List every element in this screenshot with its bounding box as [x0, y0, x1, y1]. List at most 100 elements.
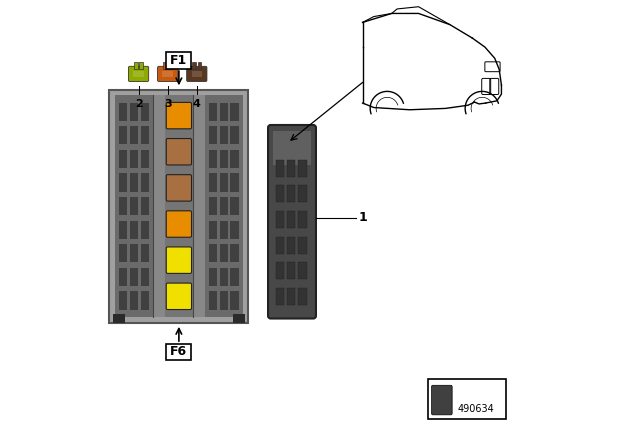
- Bar: [220, 268, 228, 286]
- Bar: [130, 244, 138, 263]
- Bar: [276, 211, 284, 228]
- FancyBboxPatch shape: [166, 103, 191, 129]
- Bar: [209, 291, 217, 310]
- Bar: [140, 62, 143, 69]
- Bar: [276, 262, 284, 279]
- Bar: [119, 268, 127, 286]
- Bar: [141, 291, 149, 310]
- Bar: [209, 220, 217, 239]
- Bar: [119, 126, 127, 144]
- Bar: [130, 197, 138, 215]
- FancyBboxPatch shape: [166, 247, 191, 273]
- FancyBboxPatch shape: [166, 283, 191, 310]
- Bar: [209, 126, 217, 144]
- Bar: [130, 150, 138, 168]
- Bar: [130, 103, 138, 121]
- Bar: [191, 71, 202, 77]
- Bar: [220, 244, 228, 263]
- Bar: [141, 268, 149, 286]
- Bar: [119, 244, 127, 263]
- Bar: [113, 314, 125, 323]
- Bar: [130, 173, 138, 192]
- Bar: [209, 150, 217, 168]
- Bar: [220, 150, 228, 168]
- Bar: [141, 103, 149, 121]
- Bar: [209, 197, 217, 215]
- Bar: [220, 197, 228, 215]
- Bar: [130, 126, 138, 144]
- Bar: [119, 103, 127, 121]
- Bar: [209, 103, 217, 121]
- Text: F1: F1: [170, 54, 188, 67]
- Bar: [115, 95, 153, 317]
- Bar: [298, 160, 307, 177]
- Bar: [298, 185, 307, 202]
- Bar: [230, 220, 239, 239]
- Text: 2: 2: [134, 99, 143, 108]
- Bar: [230, 173, 239, 192]
- Bar: [163, 71, 173, 77]
- Bar: [287, 262, 296, 279]
- Bar: [233, 314, 244, 323]
- FancyBboxPatch shape: [166, 52, 191, 69]
- FancyBboxPatch shape: [166, 175, 191, 201]
- Bar: [141, 126, 149, 144]
- Bar: [287, 288, 296, 305]
- Bar: [134, 62, 138, 69]
- Bar: [109, 90, 248, 323]
- Bar: [119, 197, 127, 215]
- Bar: [220, 103, 228, 121]
- Bar: [230, 268, 239, 286]
- Bar: [230, 291, 239, 310]
- Text: 3: 3: [164, 99, 172, 108]
- Bar: [287, 211, 296, 228]
- Bar: [287, 237, 296, 254]
- Bar: [276, 288, 284, 305]
- Bar: [220, 291, 228, 310]
- Bar: [276, 185, 284, 202]
- Bar: [230, 126, 239, 144]
- Bar: [287, 160, 296, 177]
- FancyBboxPatch shape: [166, 344, 191, 360]
- Text: 490634: 490634: [458, 404, 495, 414]
- FancyBboxPatch shape: [431, 385, 452, 415]
- Bar: [220, 126, 228, 144]
- Bar: [141, 244, 149, 263]
- Bar: [168, 62, 172, 69]
- Bar: [209, 268, 217, 286]
- Text: 1: 1: [358, 211, 367, 224]
- Bar: [119, 150, 127, 168]
- Bar: [130, 220, 138, 239]
- FancyBboxPatch shape: [268, 125, 316, 319]
- FancyBboxPatch shape: [166, 138, 191, 165]
- Bar: [298, 237, 307, 254]
- Bar: [119, 291, 127, 310]
- Bar: [164, 95, 193, 317]
- Bar: [273, 131, 312, 165]
- Bar: [115, 95, 243, 317]
- FancyBboxPatch shape: [129, 66, 148, 82]
- Bar: [130, 268, 138, 286]
- Bar: [209, 173, 217, 192]
- Bar: [230, 197, 239, 215]
- Bar: [133, 71, 144, 77]
- Bar: [193, 62, 196, 69]
- Bar: [141, 173, 149, 192]
- FancyBboxPatch shape: [157, 66, 178, 82]
- Bar: [276, 237, 284, 254]
- Bar: [209, 244, 217, 263]
- Bar: [230, 244, 239, 263]
- Bar: [298, 262, 307, 279]
- Bar: [119, 220, 127, 239]
- Bar: [298, 288, 307, 305]
- Bar: [220, 220, 228, 239]
- Bar: [220, 173, 228, 192]
- Bar: [198, 62, 201, 69]
- Bar: [230, 150, 239, 168]
- FancyBboxPatch shape: [187, 66, 207, 82]
- FancyBboxPatch shape: [166, 211, 191, 237]
- Bar: [141, 150, 149, 168]
- Bar: [119, 173, 127, 192]
- Bar: [141, 220, 149, 239]
- Bar: [205, 95, 243, 317]
